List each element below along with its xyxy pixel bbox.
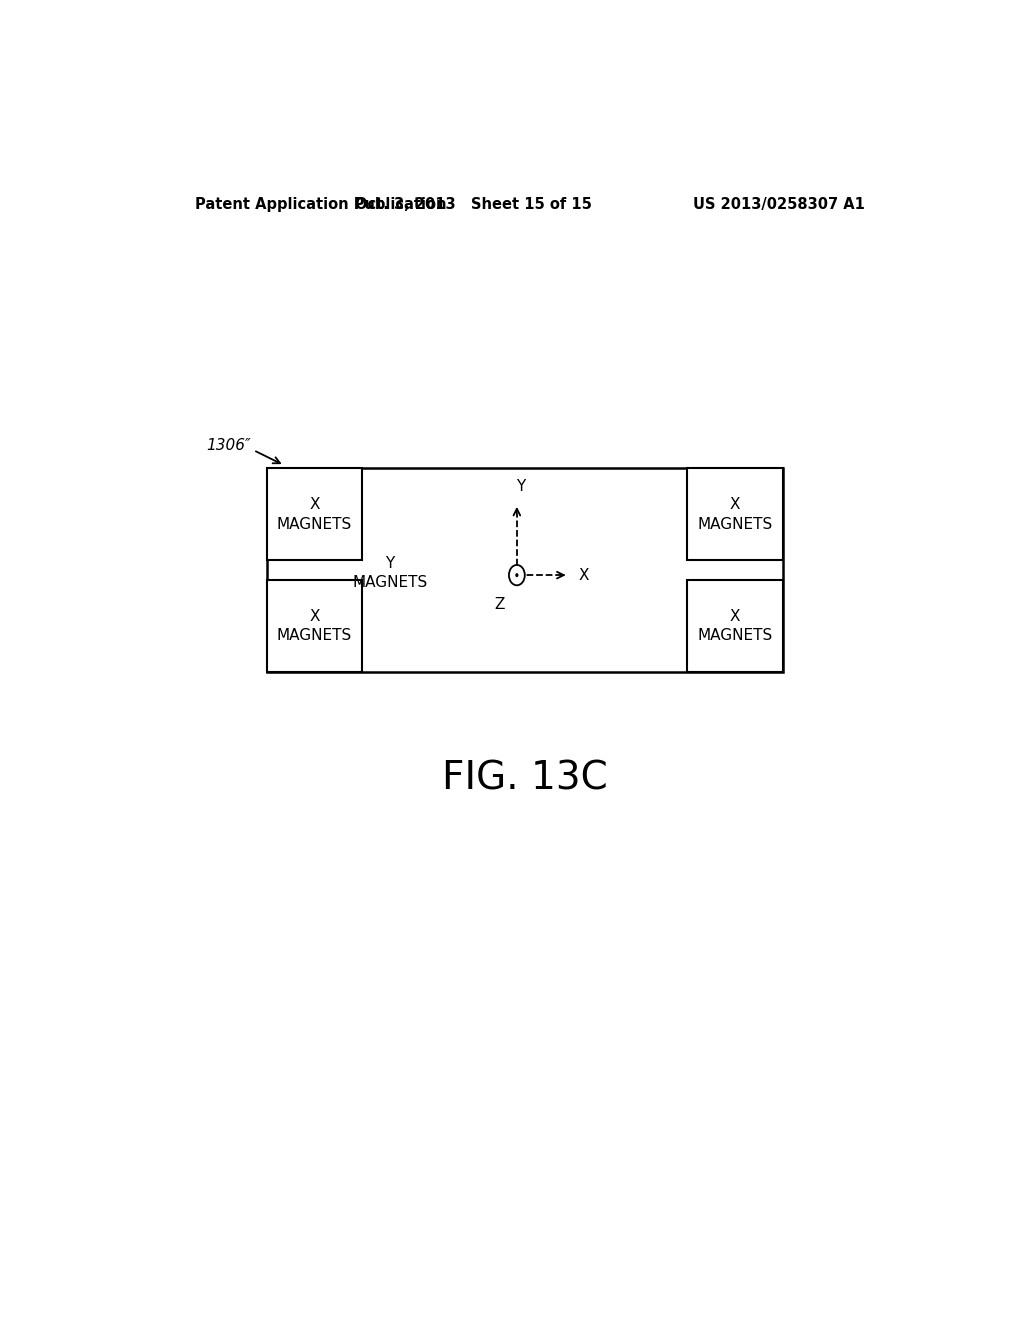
Text: X
MAGNETS: X MAGNETS: [276, 496, 352, 532]
Bar: [267, 469, 782, 672]
Text: Y: Y: [516, 479, 525, 494]
Text: X
MAGNETS: X MAGNETS: [697, 496, 773, 532]
Circle shape: [515, 573, 518, 577]
Text: Patent Application Publication: Patent Application Publication: [196, 197, 446, 213]
Bar: [267, 581, 362, 672]
Text: FIG. 13C: FIG. 13C: [442, 759, 607, 797]
Text: US 2013/0258307 A1: US 2013/0258307 A1: [693, 197, 864, 213]
Text: X
MAGNETS: X MAGNETS: [697, 609, 773, 643]
Text: X: X: [579, 568, 589, 582]
Text: Z: Z: [495, 598, 505, 612]
Text: 1306″: 1306″: [206, 437, 251, 453]
Text: X
MAGNETS: X MAGNETS: [276, 609, 352, 643]
Text: Oct. 3, 2013   Sheet 15 of 15: Oct. 3, 2013 Sheet 15 of 15: [354, 197, 592, 213]
Circle shape: [509, 565, 525, 585]
Bar: [687, 469, 782, 560]
Bar: [267, 469, 362, 560]
Text: Y
MAGNETS: Y MAGNETS: [352, 556, 427, 590]
Bar: [687, 581, 782, 672]
